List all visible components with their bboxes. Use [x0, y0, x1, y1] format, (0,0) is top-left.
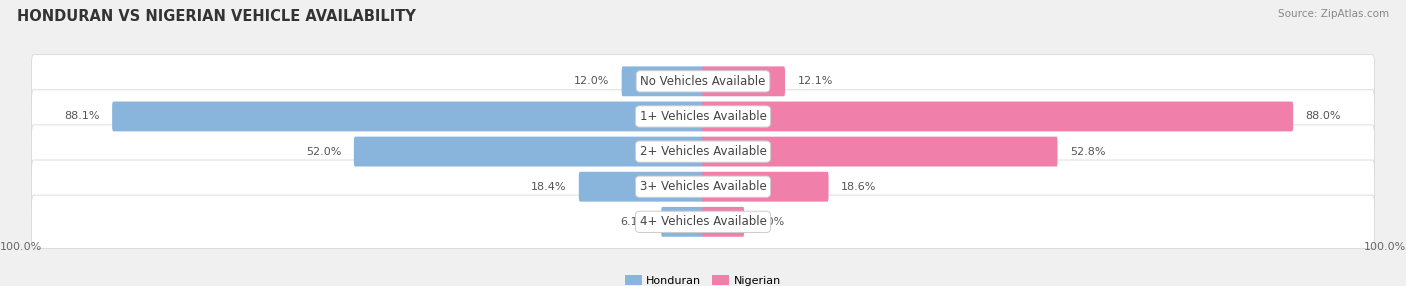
Text: 88.1%: 88.1% [65, 112, 100, 122]
Text: 4+ Vehicles Available: 4+ Vehicles Available [640, 215, 766, 228]
Text: 18.4%: 18.4% [531, 182, 567, 192]
FancyBboxPatch shape [702, 207, 744, 237]
Text: 100.0%: 100.0% [0, 242, 42, 252]
Text: 88.0%: 88.0% [1306, 112, 1341, 122]
FancyBboxPatch shape [31, 90, 1375, 143]
FancyBboxPatch shape [702, 102, 1294, 131]
Text: 52.8%: 52.8% [1070, 147, 1105, 156]
FancyBboxPatch shape [31, 55, 1375, 108]
Text: 1+ Vehicles Available: 1+ Vehicles Available [640, 110, 766, 123]
FancyBboxPatch shape [31, 195, 1375, 249]
Text: 18.6%: 18.6% [841, 182, 876, 192]
FancyBboxPatch shape [579, 172, 704, 202]
FancyBboxPatch shape [31, 125, 1375, 178]
Text: 100.0%: 100.0% [1364, 242, 1406, 252]
Text: 12.0%: 12.0% [574, 76, 609, 86]
Legend: Honduran, Nigerian: Honduran, Nigerian [620, 271, 786, 286]
Text: 6.0%: 6.0% [756, 217, 785, 227]
Text: HONDURAN VS NIGERIAN VEHICLE AVAILABILITY: HONDURAN VS NIGERIAN VEHICLE AVAILABILIT… [17, 9, 416, 23]
FancyBboxPatch shape [112, 102, 704, 131]
FancyBboxPatch shape [702, 172, 828, 202]
Text: 12.1%: 12.1% [797, 76, 832, 86]
FancyBboxPatch shape [661, 207, 704, 237]
FancyBboxPatch shape [621, 66, 704, 96]
Text: 2+ Vehicles Available: 2+ Vehicles Available [640, 145, 766, 158]
Text: 6.1%: 6.1% [620, 217, 648, 227]
Text: No Vehicles Available: No Vehicles Available [640, 75, 766, 88]
Text: Source: ZipAtlas.com: Source: ZipAtlas.com [1278, 9, 1389, 19]
FancyBboxPatch shape [31, 160, 1375, 213]
FancyBboxPatch shape [354, 137, 704, 166]
Text: 3+ Vehicles Available: 3+ Vehicles Available [640, 180, 766, 193]
Text: 52.0%: 52.0% [307, 147, 342, 156]
FancyBboxPatch shape [702, 137, 1057, 166]
FancyBboxPatch shape [702, 66, 785, 96]
